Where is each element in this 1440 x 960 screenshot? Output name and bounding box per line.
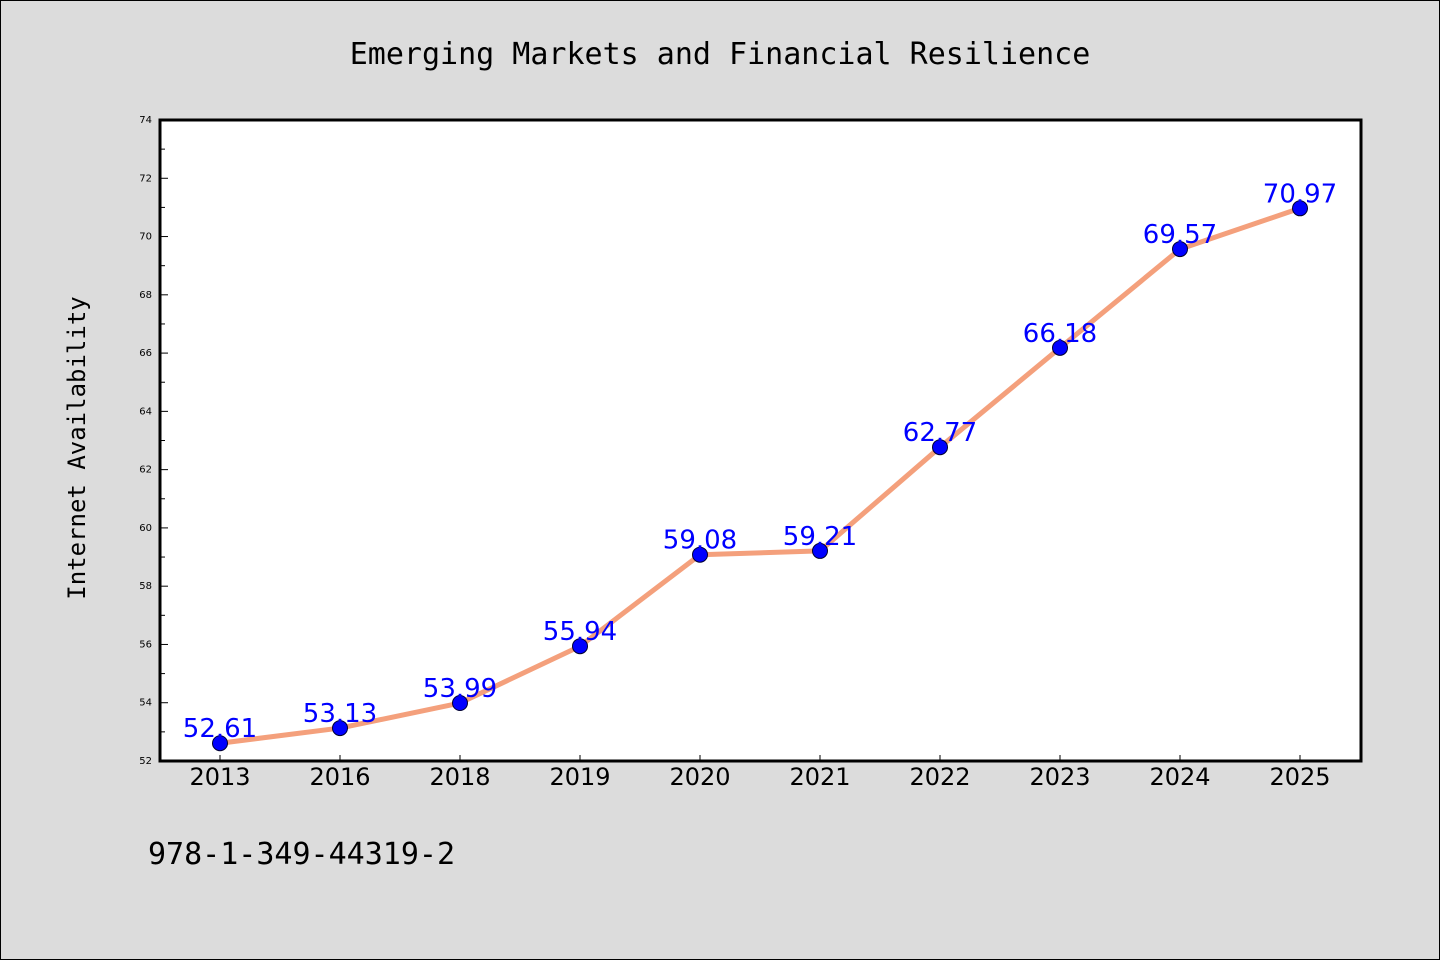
x-tick-label: 2016 (309, 763, 370, 791)
series-line (217, 205, 1303, 746)
series-layer (212, 200, 1308, 752)
data-label: 66.18 (1023, 319, 1097, 349)
data-point (932, 439, 948, 456)
y-tick-label: 56 (139, 639, 152, 650)
y-tick-label: 58 (139, 581, 152, 592)
chart-title: Emerging Markets and Financial Resilienc… (350, 37, 1091, 72)
data-label: 70.97 (1263, 179, 1337, 209)
x-tick-label: 2020 (669, 763, 730, 791)
data-point (1052, 339, 1068, 356)
data-point (212, 735, 228, 752)
x-tick-label: 2021 (789, 763, 850, 791)
data-label: 59.21 (783, 522, 857, 552)
x-tick-label: 2022 (909, 763, 970, 791)
x-tick-label: 2025 (1269, 763, 1330, 791)
y-tick-label: 62 (139, 465, 152, 476)
data-label: 53.99 (423, 674, 497, 704)
x-tick-label: 2019 (549, 763, 610, 791)
isbn-text: 978-1-349-44319-2 (148, 837, 455, 872)
x-tick-label: 2023 (1029, 763, 1090, 791)
data-point (692, 546, 708, 563)
y-tick-label: 66 (139, 348, 152, 359)
data-point (1292, 200, 1308, 217)
plot-area (158, 118, 1363, 763)
y-tick-label: 68 (139, 290, 152, 301)
y-tick-label: 70 (139, 232, 152, 243)
y-tick-label: 52 (139, 756, 152, 767)
data-label: 55.94 (543, 617, 617, 647)
x-tick-label: 2013 (189, 763, 250, 791)
data-point (812, 542, 828, 559)
data-point (452, 695, 468, 712)
y-tick-label: 54 (139, 698, 152, 709)
data-point (1172, 241, 1188, 258)
y-axis-label: Internet Availability (63, 296, 91, 599)
y-axis: 52 54 56 58 60 62 64 66 68 70 72 74 (139, 115, 168, 767)
data-point (332, 720, 348, 737)
data-label: 59.08 (663, 526, 737, 556)
x-tick-label: 2018 (429, 763, 490, 791)
y-tick-label: 60 (139, 523, 152, 534)
y-tick-label: 64 (139, 406, 152, 417)
data-label: 52.61 (183, 714, 257, 744)
y-tick-label: 74 (139, 115, 152, 126)
x-tick-label: 2024 (1149, 763, 1210, 791)
data-label-layer: 52.61 53.13 53.99 55.94 59.08 59.21 62.77 66.18… (183, 179, 1337, 744)
data-label: 62.77 (903, 418, 977, 448)
data-point (572, 638, 588, 655)
y-tick-label: 72 (139, 173, 152, 184)
data-label: 53.13 (303, 699, 377, 729)
data-label: 69.57 (1143, 220, 1217, 250)
x-axis: 2013 2016 2018 2019 2020 2021 2022 2023 2024 2025 (189, 755, 1331, 791)
